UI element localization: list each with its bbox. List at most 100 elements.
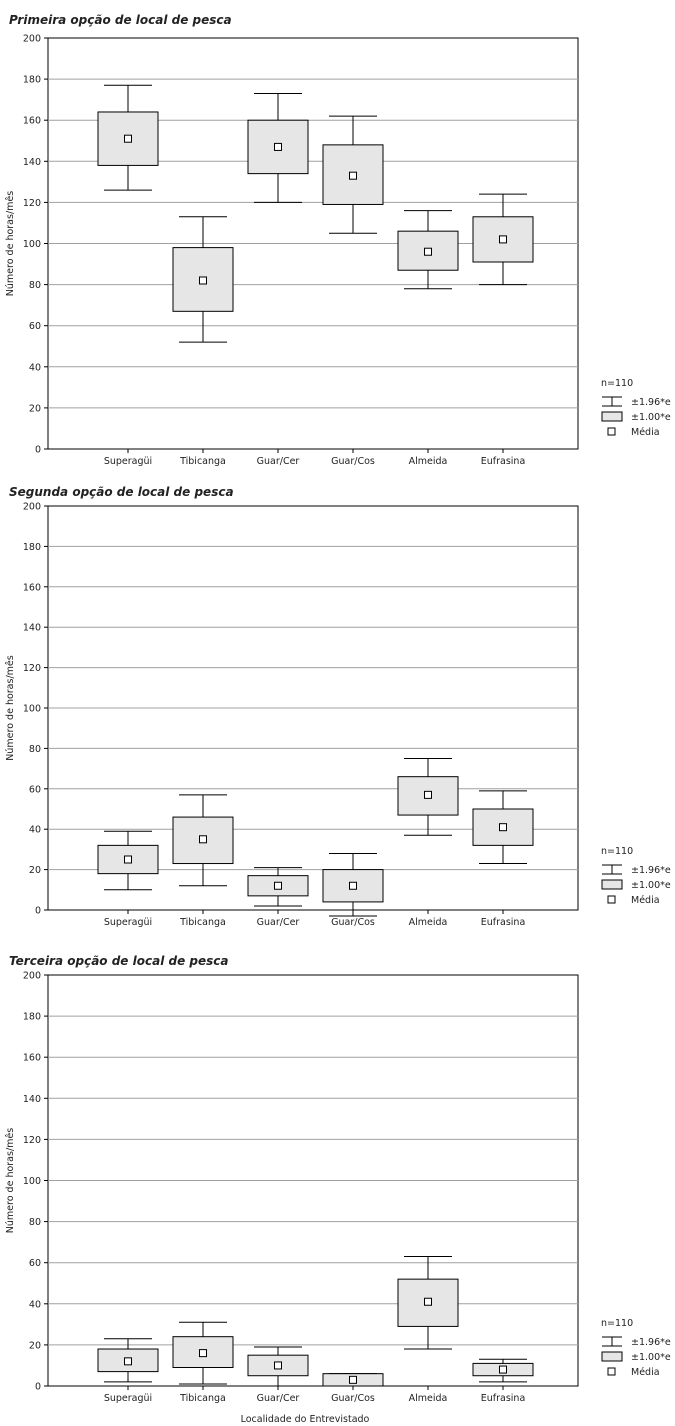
y-tick-label: 200 [23, 502, 41, 513]
legend-box-label: ±1.00*e [631, 412, 671, 423]
legend-box-icon [601, 1351, 623, 1362]
mean-marker [199, 1349, 207, 1358]
x-tick-label: Guar/Cer [257, 456, 300, 467]
x-tick-label: Guar/Cos [331, 917, 375, 928]
x-tick-label: Almeida [409, 917, 448, 928]
legend: n=110 ±1.96*e ±1.00*e Média [601, 378, 671, 438]
box-Eufrasina [472, 216, 534, 263]
x-tick-label: Tibicanga [179, 456, 226, 467]
y-tick-label: 80 [29, 744, 41, 755]
x-tick-label: Guar/Cos [331, 1393, 375, 1404]
mean-marker [274, 1361, 282, 1370]
legend: n=110 ±1.96*e ±1.00*e Média [601, 1318, 671, 1378]
y-tick-label: 140 [23, 1094, 41, 1105]
mean-marker [499, 823, 507, 832]
legend-box-label: ±1.00*e [631, 1352, 671, 1363]
y-tick-label: 160 [23, 1053, 41, 1064]
legend-mean-icon [607, 895, 616, 904]
y-tick-label: 0 [35, 1382, 41, 1393]
mean-marker [199, 835, 207, 844]
y-tick-label: 40 [29, 825, 41, 836]
y-tick-label: 0 [35, 445, 41, 456]
y-tick-label: 60 [29, 321, 41, 332]
x-tick-label: Eufrasina [481, 456, 526, 467]
chart-panel-1: Primeira opção de local de pesca 0 20 40 60 8… [5, 13, 671, 467]
y-axis-label: Número de horas/mês [5, 655, 16, 760]
mean-marker [124, 1357, 132, 1366]
y-tick-label: 20 [29, 1340, 41, 1351]
y-tick-label: 0 [35, 906, 41, 917]
legend-n: n=110 [601, 378, 633, 389]
y-axis-label: Número de horas/mês [5, 1128, 16, 1233]
legend-mean-label: Média [631, 1367, 660, 1378]
mean-marker [349, 1375, 357, 1384]
chart-panel-3: Terceira opção de local de pesca 0 20 40 60 8… [5, 954, 671, 1425]
chart-title: Terceira opção de local de pesca [9, 954, 228, 968]
legend-box-icon [601, 411, 623, 422]
legend: n=110 ±1.96*e ±1.00*e Média [601, 846, 671, 906]
x-tick-label: Eufrasina [481, 917, 526, 928]
x-tick-label: Guar/Cer [257, 1393, 300, 1404]
box-Tibicanga [172, 247, 234, 312]
y-tick-label: 20 [29, 403, 41, 414]
x-tick-label: Tibicanga [179, 917, 226, 928]
y-tick-label: 100 [23, 1176, 41, 1187]
mean-marker [499, 1365, 507, 1374]
y-tick-label: 40 [29, 1299, 41, 1310]
x-tick-label: Guar/Cos [331, 456, 375, 467]
y-tick-label: 140 [23, 157, 41, 168]
mean-marker [349, 881, 357, 890]
x-tick-label: Almeida [409, 456, 448, 467]
y-tick-label: 160 [23, 116, 41, 127]
x-tick-label: Guar/Cer [257, 917, 300, 928]
y-tick-label: 120 [23, 663, 41, 674]
legend-box-icon [601, 879, 623, 890]
legend-whisker-label: ±1.96*e [631, 397, 671, 408]
y-tick-label: 140 [23, 623, 41, 634]
x-tick-label: Almeida [409, 1393, 448, 1404]
legend-mean-label: Média [631, 895, 660, 906]
y-tick-label: 180 [23, 542, 41, 553]
y-tick-label: 60 [29, 784, 41, 795]
mean-marker [349, 171, 357, 180]
mean-marker [199, 276, 207, 285]
legend-whisker-label: ±1.96*e [631, 865, 671, 876]
box-Guar/Cer [247, 119, 309, 175]
legend-box-label: ±1.00*e [631, 880, 671, 891]
legend-n: n=110 [601, 846, 633, 857]
y-tick-label: 180 [23, 1012, 41, 1023]
y-tick-label: 20 [29, 865, 41, 876]
y-tick-label: 100 [23, 239, 41, 250]
y-tick-label: 80 [29, 1217, 41, 1228]
x-tick-label: Superagüi [104, 1393, 152, 1404]
x-tick-label: Eufrasina [481, 1393, 526, 1404]
y-tick-label: 180 [23, 75, 41, 86]
chart-title: Segunda opção de local de pesca [9, 485, 234, 499]
y-tick-label: 200 [23, 971, 41, 982]
mean-marker [124, 855, 132, 864]
y-tick-label: 60 [29, 1258, 41, 1269]
chart-panel-2: Segunda opção de local de pesca 0 20 40 60 80… [5, 485, 671, 928]
x-tick-label: Superagüi [104, 917, 152, 928]
legend-mean-icon [607, 1367, 616, 1376]
x-tick-label: Superagüi [104, 456, 152, 467]
mean-marker [124, 134, 132, 143]
mean-marker [274, 142, 282, 151]
x-axis-label: Localidade do Entrevistado [241, 1414, 370, 1425]
mean-marker [424, 247, 432, 256]
y-tick-label: 40 [29, 362, 41, 373]
y-tick-label: 200 [23, 34, 41, 45]
legend-n: n=110 [601, 1318, 633, 1329]
mean-marker [499, 235, 507, 244]
legend-mean-icon [607, 427, 616, 436]
x-tick-label: Tibicanga [179, 1393, 226, 1404]
y-tick-label: 160 [23, 582, 41, 593]
y-axis-label: Número de horas/mês [5, 191, 16, 296]
y-tick-label: 80 [29, 280, 41, 291]
mean-marker [274, 881, 282, 890]
mean-marker [424, 1297, 432, 1306]
y-tick-label: 120 [23, 1135, 41, 1146]
chart-title: Primeira opção de local de pesca [9, 13, 232, 27]
y-tick-label: 100 [23, 704, 41, 715]
